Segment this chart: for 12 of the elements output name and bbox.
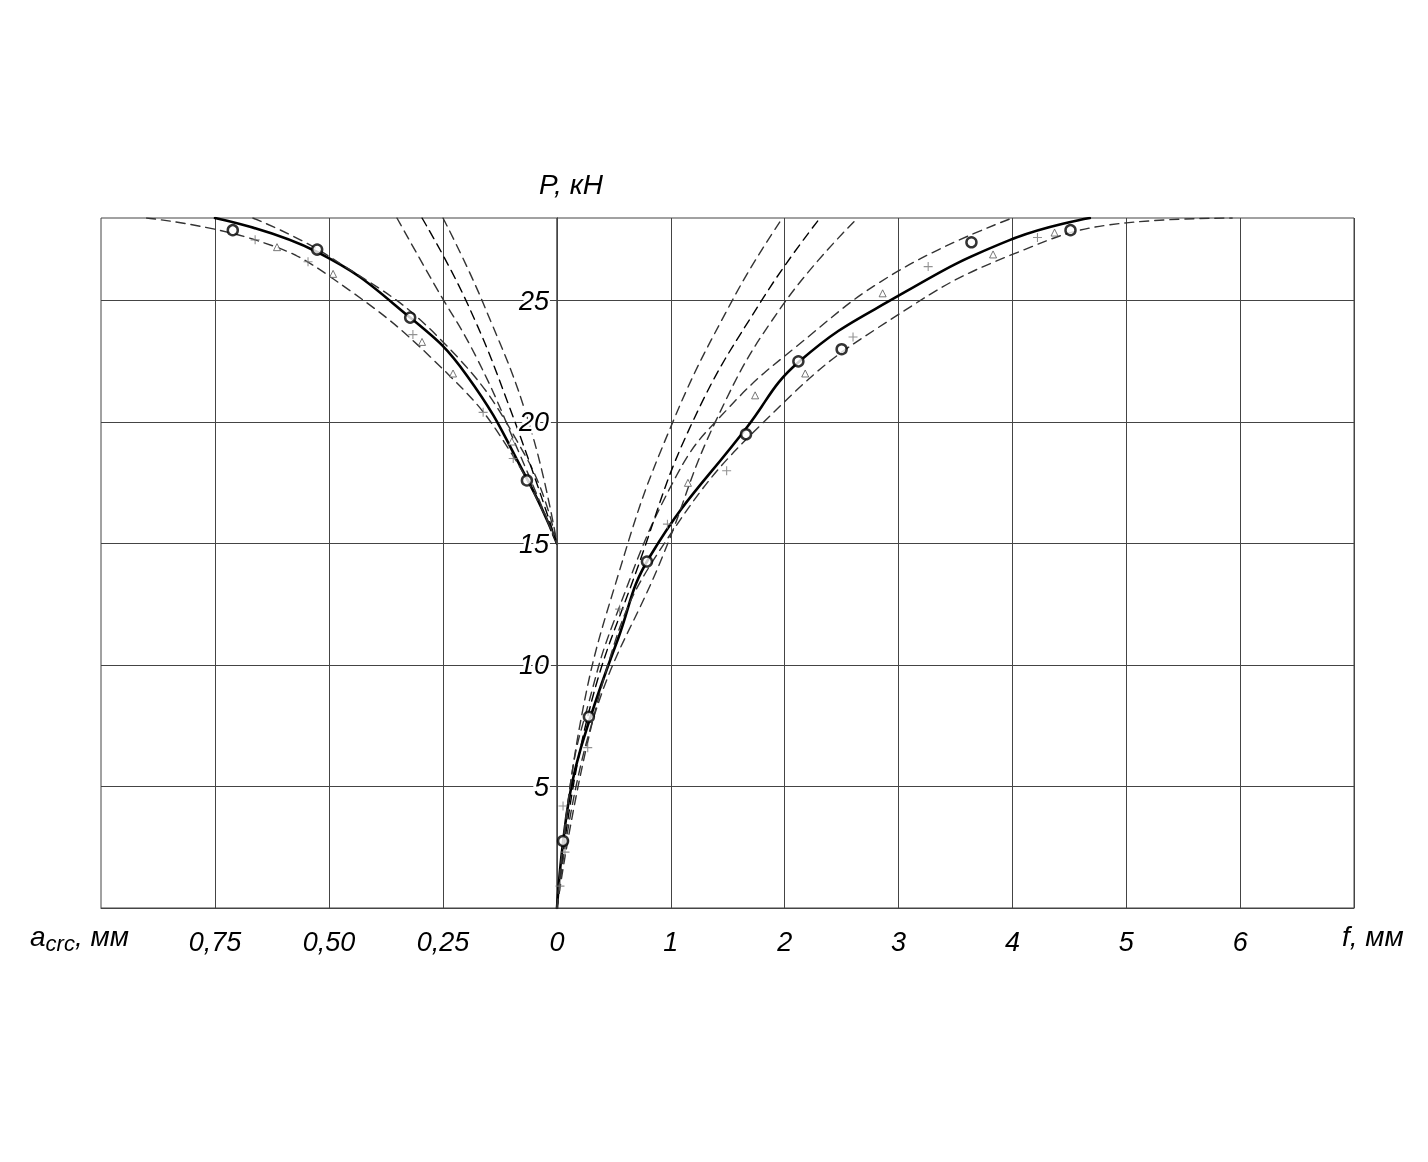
x-tick-label: 5 bbox=[1118, 926, 1135, 957]
x-tick-label: 3 bbox=[891, 926, 907, 957]
y-axis-title: P, кН bbox=[539, 168, 604, 200]
x-tick-label: 2 bbox=[776, 926, 793, 957]
x-tick-label: 4 bbox=[1004, 926, 1020, 957]
x-axis-title: f, мм bbox=[1342, 920, 1404, 952]
x-tick-label: 0,75 bbox=[188, 926, 243, 957]
x-tick-label: 0,25 bbox=[416, 926, 471, 957]
x-tick-label: 6 bbox=[1232, 926, 1249, 957]
x-tick-label: 0 bbox=[549, 926, 565, 957]
x-tick-label: 0,50 bbox=[302, 926, 356, 957]
x-tick-label: 1 bbox=[663, 926, 679, 957]
